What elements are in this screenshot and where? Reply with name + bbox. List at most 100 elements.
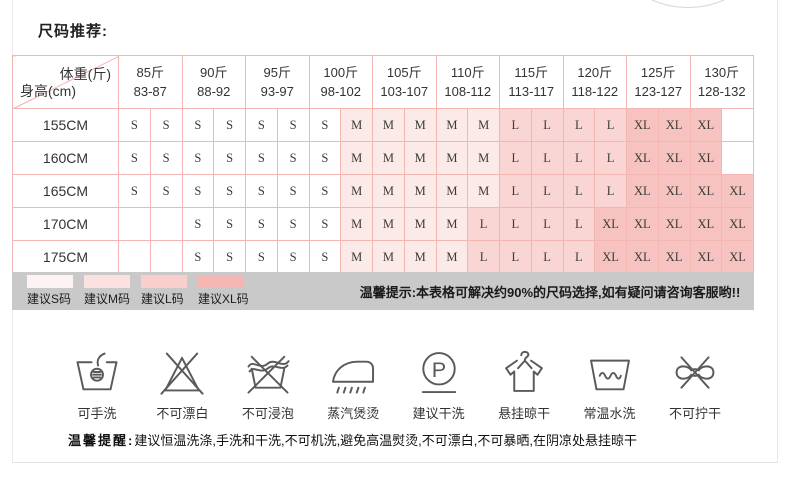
size-cell: XL <box>657 108 691 142</box>
size-cell: S <box>213 174 246 208</box>
row-height-label: 160CM <box>12 141 119 175</box>
table-header-row: 体重(斤) 身高(cm) 85斤 83-87 90斤 88-92 95斤 93-97 100斤 9… <box>12 55 754 109</box>
row-height-label: 155CM <box>12 108 119 142</box>
legend-bar: 温馨提示:本表格可解决约90%的尺码选择,如有疑问请咨询客服哟!! 建议S码 建议… <box>12 272 754 310</box>
warning-body: 建议恒温洗涤,手洗和干洗,不可机洗,避免高温熨烫,不可漂白,不可暴晒,在阴凉处悬… <box>134 433 638 448</box>
care-item: 可手洗 <box>58 346 136 422</box>
size-cell: XL <box>626 141 659 175</box>
weight-header: 95斤 93-97 <box>245 55 310 109</box>
care-item: 不可浸泡 <box>229 346 307 422</box>
size-cell: M <box>467 108 500 142</box>
care-item: P 建议干洗 <box>400 346 478 422</box>
size-cell: XL <box>657 207 691 241</box>
size-cell: M <box>372 240 405 274</box>
size-cell: XL <box>689 240 723 274</box>
care-item: 不可漂白 <box>143 346 221 422</box>
size-cell: S <box>181 174 215 208</box>
warning-text: 温馨提醒:建议恒温洗涤,手洗和干洗,不可机洗,避免高温熨烫,不可漂白,不可暴晒,… <box>68 430 637 449</box>
weight-header: 110斤 108-112 <box>435 55 500 109</box>
size-cell: M <box>340 240 373 274</box>
size-cell: S <box>118 174 151 208</box>
size-cell: L <box>499 240 532 274</box>
legend-item: 建议L码 <box>141 275 187 307</box>
size-cell: L <box>530 174 564 208</box>
warning-prefix: 温馨提醒: <box>68 433 135 448</box>
size-cell: L <box>530 207 564 241</box>
care-icon-label: 不可漂白 <box>156 406 209 421</box>
size-cell: S <box>118 141 151 175</box>
size-cell: M <box>403 108 437 142</box>
table-row: 160CM S S S S S S S M M M M M L L L L XL XL XL <box>12 141 754 175</box>
size-cell: M <box>403 240 437 274</box>
size-cell: M <box>340 108 373 142</box>
size-chart-table: 体重(斤) 身高(cm) 85斤 83-87 90斤 88-92 95斤 93-97 100斤 9… <box>12 55 754 274</box>
table-row: 175CM S S S S S M M M M L L L L XL XL XL XL XL <box>12 240 754 274</box>
size-cell <box>149 207 183 241</box>
size-cell: S <box>149 141 183 175</box>
hand-wash-icon <box>71 346 123 398</box>
weight-header: 100斤 98-102 <box>308 55 373 109</box>
dry-clean-icon: P <box>413 346 465 398</box>
page-title: 尺码推荐: <box>38 23 108 40</box>
table-corner-cell: 体重(斤) 身高(cm) <box>12 55 119 109</box>
legend-label: 建议L码 <box>141 292 184 306</box>
size-cell: S <box>245 240 278 274</box>
size-cell: L <box>530 240 564 274</box>
size-cell: S <box>118 108 151 142</box>
legend-label: 建议M码 <box>84 292 130 306</box>
size-cell: S <box>149 108 183 142</box>
size-cell: XL <box>594 240 627 274</box>
size-cell: S <box>213 240 246 274</box>
size-cell: M <box>372 207 405 241</box>
legend-swatch <box>141 275 187 288</box>
size-cell: L <box>562 141 596 175</box>
size-cell: L <box>499 108 532 142</box>
care-icon-label: 悬挂晾干 <box>498 406 551 421</box>
size-cell: XL <box>594 207 627 241</box>
size-cell: L <box>594 174 627 208</box>
no-bleach-icon <box>156 346 208 398</box>
size-cell: L <box>562 207 596 241</box>
no-wring-icon <box>669 346 721 398</box>
size-cell: M <box>372 108 405 142</box>
legend-item: 建议M码 <box>84 275 130 307</box>
legend-tip: 温馨提示:本表格可解决约90%的尺码选择,如有疑问请咨询客服哟!! <box>359 284 741 300</box>
size-cell: L <box>499 141 532 175</box>
size-cell: XL <box>657 240 691 274</box>
normal-temp-wash-icon <box>584 346 636 398</box>
size-cell: XL <box>689 141 723 175</box>
row-height-label: 165CM <box>12 174 119 208</box>
size-cell: M <box>435 141 469 175</box>
care-icon-label: 不可浸泡 <box>241 406 294 421</box>
size-cell: XL <box>657 141 691 175</box>
size-cell: L <box>594 141 627 175</box>
size-cell: M <box>372 141 405 175</box>
size-cell: S <box>213 108 246 142</box>
size-cell: S <box>181 108 215 142</box>
size-cell: L <box>562 108 596 142</box>
table-body: 155CM S S S S S S S M M M M M L L L L XL XL XL 160CM S S S S S S S M… <box>12 108 754 274</box>
size-cell: S <box>245 174 278 208</box>
size-cell <box>721 141 754 175</box>
size-cell: M <box>467 174 500 208</box>
size-cell: S <box>308 174 342 208</box>
size-cell: L <box>467 207 500 241</box>
weight-header: 130斤 128-132 <box>689 55 754 109</box>
size-cell: M <box>435 174 469 208</box>
size-cell: M <box>340 174 373 208</box>
size-cell: M <box>403 141 437 175</box>
care-item: 常温水洗 <box>571 346 649 422</box>
size-cell: M <box>435 240 469 274</box>
row-height-label: 175CM <box>12 240 119 274</box>
table-row: 170CM S S S S S M M M M L L L L XL XL XL XL XL <box>12 207 754 241</box>
size-cell: M <box>403 174 437 208</box>
size-cell: S <box>181 141 215 175</box>
table-row: 155CM S S S S S S S M M M M M L L L L XL XL XL <box>12 108 754 142</box>
care-icon-label: 不可拧干 <box>668 406 721 421</box>
size-cell: XL <box>689 207 723 241</box>
svg-text:P: P <box>431 357 445 382</box>
size-cell: S <box>308 207 342 241</box>
care-icon-label: 蒸汽煲烫 <box>327 406 380 421</box>
weight-header: 120斤 118-122 <box>562 55 627 109</box>
size-cell: S <box>245 207 278 241</box>
